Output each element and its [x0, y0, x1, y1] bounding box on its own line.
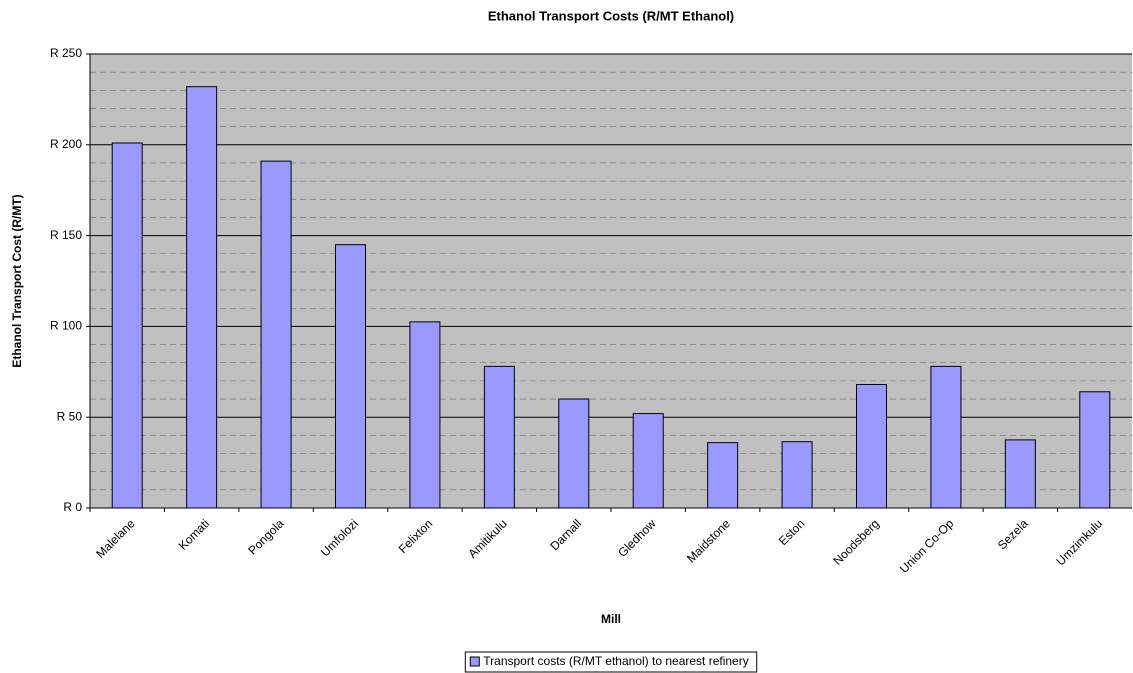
y-axis-title: Ethanol Transport Cost (R/MT) — [10, 194, 24, 367]
bar — [558, 398, 590, 509]
y-tick-label: R 200 — [50, 137, 82, 151]
x-tick-label: Pongola — [245, 516, 286, 557]
y-tick-label: R 100 — [50, 319, 82, 333]
x-axis-title: Mill — [601, 612, 621, 626]
y-tick-label: R 0 — [63, 500, 82, 514]
x-tick-label: Umfolozi — [318, 516, 361, 559]
x-tick-label: Umzimkulu — [1053, 516, 1105, 568]
bar — [856, 384, 887, 509]
x-tick-label: Noodsberg — [830, 516, 881, 567]
bar — [260, 160, 292, 509]
x-tick-label: Union Co-Op — [897, 516, 957, 576]
x-tick-label: Sezela — [995, 516, 1031, 552]
x-tick-label: Darnall — [547, 516, 584, 553]
x-tick-label: Felixton — [396, 516, 436, 556]
bar — [930, 365, 962, 509]
x-tick-label: Amitikulu — [465, 516, 509, 560]
bar — [707, 442, 739, 509]
chart-title: Ethanol Transport Costs (R/MT Ethanol) — [488, 8, 734, 23]
x-tick-label: Malelane — [93, 516, 138, 561]
bar — [186, 86, 218, 509]
x-tick-label: Maidstone — [684, 516, 733, 565]
bar — [335, 244, 366, 509]
bar — [483, 365, 515, 509]
y-tick-label: R 50 — [57, 409, 83, 423]
bar — [632, 413, 664, 509]
y-tick-label: R 250 — [50, 46, 82, 60]
legend-swatch — [469, 656, 480, 667]
bar — [409, 321, 441, 509]
bar — [781, 441, 813, 509]
bar — [111, 142, 143, 509]
legend-box — [464, 651, 758, 673]
plot-area — [90, 54, 1132, 508]
legend: Transport costs (R/MT ethanol) to neares… — [464, 651, 758, 673]
legend-label: Transport costs (R/MT ethanol) to neares… — [483, 654, 748, 668]
y-tick-label: R 150 — [50, 228, 82, 242]
x-tick-label: Komati — [176, 516, 212, 552]
bar — [1079, 391, 1111, 509]
x-tick-label: Gledhow — [615, 516, 659, 560]
bar — [1004, 439, 1036, 509]
x-tick-label: Eston — [776, 516, 808, 548]
